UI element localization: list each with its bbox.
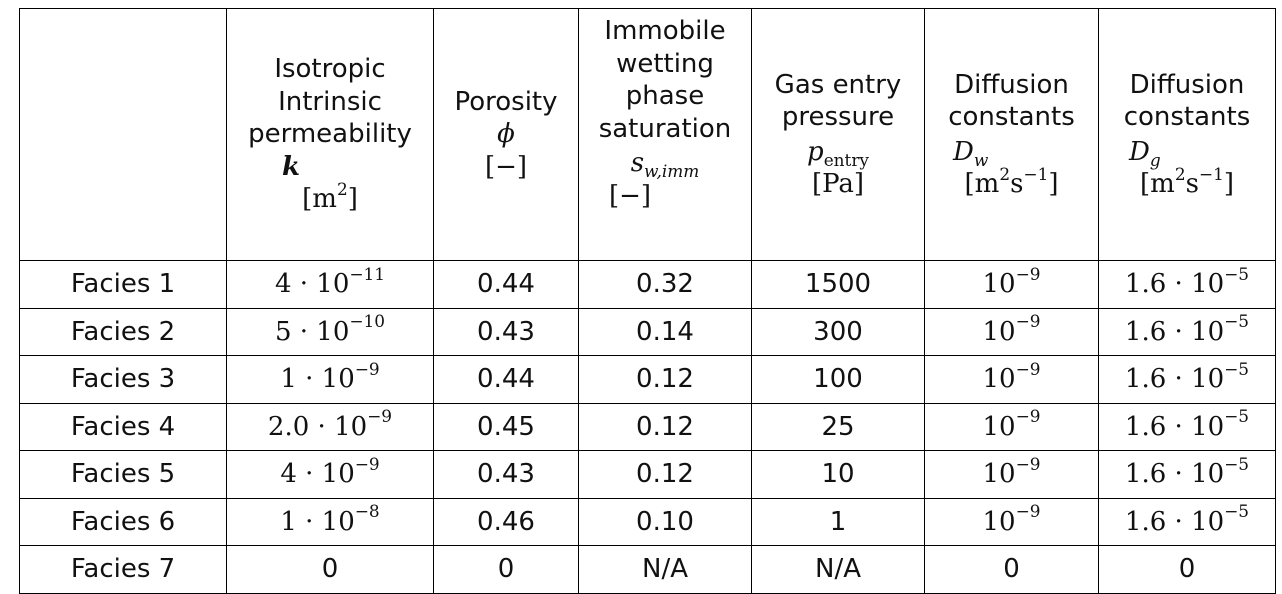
header-unit: [m bbox=[1140, 169, 1175, 199]
header-text: Isotropic bbox=[274, 54, 386, 85]
cell-diffusion-g: 1.6 · 10−5 bbox=[1098, 260, 1276, 309]
header-text: wetting bbox=[616, 48, 714, 79]
table-row: Facies 5 4 · 10−9 0.43 0.12 10 10−9 1.6 … bbox=[19, 450, 1276, 499]
cell-porosity: 0 bbox=[433, 545, 579, 594]
cell-porosity: 0.43 bbox=[433, 307, 579, 356]
table-row: Facies 4 2.0 · 10−9 0.45 0.12 25 10−9 1.… bbox=[19, 402, 1276, 451]
header-text: constants bbox=[948, 102, 1075, 132]
cell-diffusion-w: 0 bbox=[924, 545, 1099, 594]
cell-diffusion-g: 1.6 · 10−5 bbox=[1098, 307, 1276, 356]
header-text: Porosity bbox=[454, 86, 558, 117]
header-text: phase bbox=[625, 81, 705, 111]
header-unit: [−] bbox=[484, 151, 528, 182]
row-label: Facies 2 bbox=[19, 307, 227, 356]
header-permeability: Isotropic Intrinsic permeability k [m2] bbox=[226, 8, 434, 261]
header-text: Diffusion bbox=[954, 69, 1069, 100]
header-symbol: p bbox=[807, 136, 824, 167]
cell-diffusion-w: 10−9 bbox=[924, 497, 1099, 546]
header-text: pressure bbox=[781, 102, 895, 132]
header-porosity: Porosity ϕ [−] bbox=[433, 8, 579, 261]
cell-diffusion-g: 1.6 · 10−5 bbox=[1098, 497, 1276, 546]
cell-permeability: 0 bbox=[226, 545, 434, 594]
header-symbol: k bbox=[282, 151, 301, 182]
cell-saturation: 0.12 bbox=[578, 450, 752, 499]
header-gas-entry-pressure: Gas entry pressure pentry [Pa] bbox=[751, 8, 925, 261]
header-immobile-saturation: Immobile wetting phase saturation sw,imm… bbox=[578, 8, 752, 261]
header-diffusion-g: Diffusion constants Dg [m2s−1] bbox=[1098, 8, 1276, 261]
cell-diffusion-g: 1.6 · 10−5 bbox=[1098, 450, 1276, 499]
cell-entry-pressure: 25 bbox=[751, 402, 925, 451]
row-label: Facies 1 bbox=[19, 260, 227, 309]
header-text: saturation bbox=[598, 113, 732, 144]
header-symbol: s bbox=[630, 148, 645, 178]
table-row: Facies 3 1 · 10−9 0.44 0.12 100 10−9 1.6… bbox=[19, 355, 1276, 404]
header-unit: [m bbox=[964, 169, 1000, 199]
header-row: Isotropic Intrinsic permeability k [m2] … bbox=[19, 8, 1276, 261]
header-text: permeability bbox=[248, 119, 412, 150]
cell-diffusion-w: 10−9 bbox=[924, 307, 1099, 356]
header-unit: [Pa] bbox=[811, 169, 865, 199]
cell-entry-pressure: 100 bbox=[751, 355, 925, 404]
cell-porosity: 0.46 bbox=[433, 497, 579, 546]
table-row: Facies 6 1 · 10−8 0.46 0.10 1 10−9 1.6 ·… bbox=[19, 497, 1276, 546]
header-text: Diffusion bbox=[1129, 69, 1245, 100]
row-label: Facies 5 bbox=[19, 450, 227, 499]
cell-entry-pressure: N/A bbox=[751, 545, 925, 594]
cell-diffusion-g: 1.6 · 10−5 bbox=[1098, 402, 1276, 451]
cell-saturation: 0.14 bbox=[578, 307, 752, 356]
cell-saturation: 0.12 bbox=[578, 355, 752, 404]
cell-entry-pressure: 10 bbox=[751, 450, 925, 499]
header-unit: [−] bbox=[609, 180, 652, 211]
cell-saturation: N/A bbox=[578, 545, 752, 594]
cell-diffusion-w: 10−9 bbox=[924, 402, 1099, 451]
cell-entry-pressure: 1500 bbox=[751, 260, 925, 309]
cell-porosity: 0.44 bbox=[433, 355, 579, 404]
table-row: Facies 2 5 · 10−10 0.43 0.14 300 10−9 1.… bbox=[19, 307, 1276, 356]
cell-diffusion-g: 0 bbox=[1098, 545, 1276, 594]
row-label: Facies 4 bbox=[19, 402, 227, 451]
cell-diffusion-w: 10−9 bbox=[924, 260, 1099, 309]
cell-porosity: 0.44 bbox=[433, 260, 579, 309]
header-diffusion-w: Diffusion constants Dw [m2s−1] bbox=[924, 8, 1099, 261]
cell-diffusion-g: 1.6 · 10−5 bbox=[1098, 355, 1276, 404]
header-symbol: D bbox=[953, 136, 974, 167]
header-text: Gas entry bbox=[774, 69, 902, 100]
table-row: Facies 1 4 · 10−11 0.44 0.32 1500 10−9 1… bbox=[19, 260, 1276, 309]
cell-permeability: 1 · 10−8 bbox=[226, 497, 434, 546]
header-unit: [m bbox=[302, 184, 337, 215]
cell-permeability: 4 · 10−9 bbox=[226, 450, 434, 499]
cell-porosity: 0.43 bbox=[433, 450, 579, 499]
facies-properties-table: Isotropic Intrinsic permeability k [m2] … bbox=[19, 8, 1276, 594]
cell-porosity: 0.45 bbox=[433, 402, 579, 451]
header-symbol: ϕ bbox=[497, 119, 515, 150]
cell-saturation: 0.12 bbox=[578, 402, 752, 451]
cell-entry-pressure: 1 bbox=[751, 497, 925, 546]
table-row: Facies 7 0 0 N/A N/A 0 0 bbox=[19, 545, 1276, 594]
cell-saturation: 0.10 bbox=[578, 497, 752, 546]
cell-permeability: 4 · 10−11 bbox=[226, 260, 434, 309]
cell-entry-pressure: 300 bbox=[751, 307, 925, 356]
cell-diffusion-w: 10−9 bbox=[924, 450, 1099, 499]
row-label: Facies 6 bbox=[19, 497, 227, 546]
cell-permeability: 1 · 10−9 bbox=[226, 355, 434, 404]
header-text: Intrinsic bbox=[278, 86, 382, 117]
cell-saturation: 0.32 bbox=[578, 260, 752, 309]
row-label: Facies 3 bbox=[19, 355, 227, 404]
cell-diffusion-w: 10−9 bbox=[924, 355, 1099, 404]
cell-permeability: 2.0 · 10−9 bbox=[226, 402, 434, 451]
cell-permeability: 5 · 10−10 bbox=[226, 307, 434, 356]
header-text: constants bbox=[1123, 102, 1251, 132]
row-label: Facies 7 bbox=[19, 545, 227, 594]
header-empty-cell bbox=[19, 8, 227, 261]
header-text: Immobile bbox=[604, 16, 726, 46]
header-symbol: D bbox=[1129, 136, 1150, 167]
